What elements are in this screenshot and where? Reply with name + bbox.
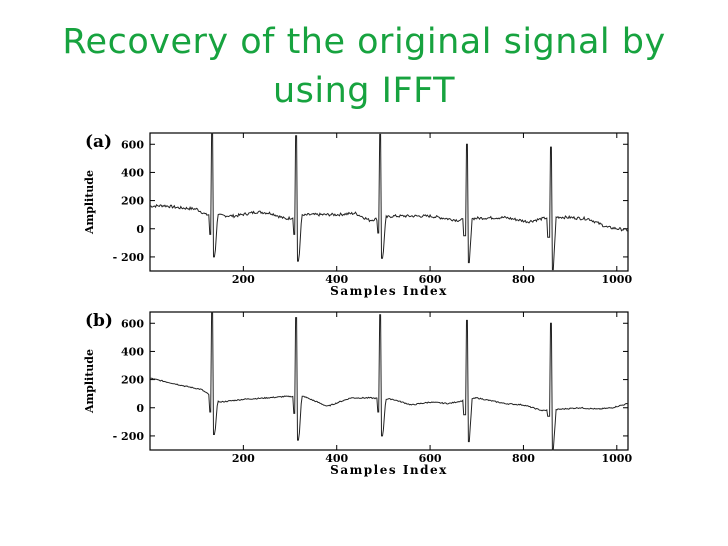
x-axis-label: Samples Index [330,463,448,477]
panel-label: (b) [85,311,113,331]
ecg-signal-line [149,132,629,271]
x-tick-label: 200 [232,452,255,465]
plot-frame [149,311,629,451]
x-tick-label: 600 [419,273,442,286]
y-tick-label: 200 [121,195,144,208]
ecg-panel-a: (a) Amplitude 600 400 200 0 - 200 200 400 600 800 1… [83,132,632,298]
y-axis-label: Amplitude [83,349,96,414]
y-tick-label: 0 [136,223,144,236]
x-tick-label: 600 [419,452,442,465]
y-tick-label: 200 [121,374,144,387]
x-tick-label: 1000 [601,273,632,286]
y-tick-label: 600 [121,317,144,330]
y-tick-label: - 200 [113,430,145,443]
slide-title-line-2: using IFFT [272,71,456,111]
x-tick-label: 400 [325,452,348,465]
y-tick-label: 400 [121,345,144,358]
x-axis-label: Samples Index [330,284,448,298]
y-tick-label: - 200 [113,251,145,264]
x-tick-label: 400 [325,273,348,286]
panel-label: (a) [85,132,112,152]
slide-title-line-1: Recovery of the original signal by [62,22,666,62]
x-tick-label: 800 [512,273,535,286]
x-tick-label: 200 [232,273,255,286]
ecg-panel-b: (b) Amplitude 600 400 200 0 - 200 200 400 600 800 1… [83,311,632,477]
x-tick-label: 800 [512,452,535,465]
ecg-signal-line [149,311,629,451]
plot-frame [149,132,629,272]
y-tick-label: 400 [121,166,144,179]
y-tick-label: 600 [121,138,144,151]
y-axis-label: Amplitude [83,170,96,235]
x-tick-label: 1000 [601,452,632,465]
y-tick-label: 0 [136,402,144,415]
